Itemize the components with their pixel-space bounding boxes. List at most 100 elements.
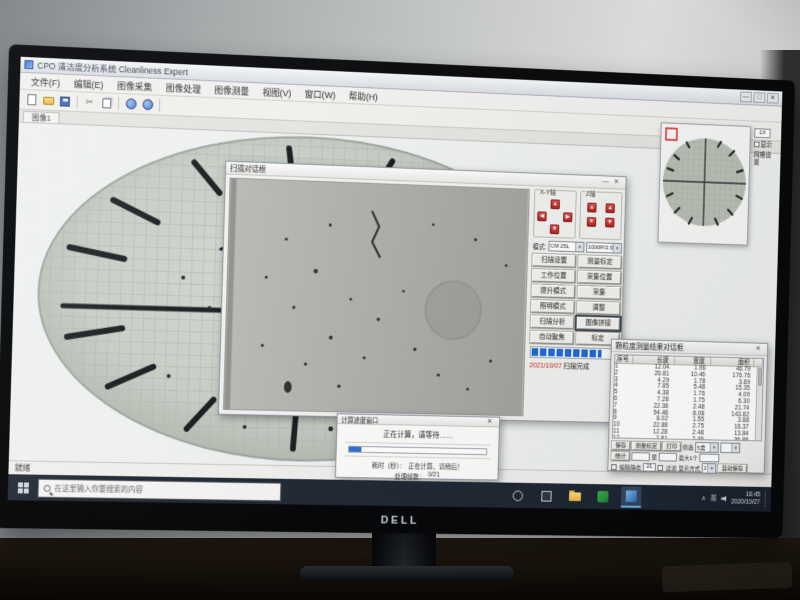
stage-left-button[interactable]: ◀ xyxy=(537,211,547,222)
adjust-button[interactable]: 调整 xyxy=(576,300,622,317)
new-file-icon[interactable] xyxy=(24,92,38,107)
print-button[interactable]: 打印 xyxy=(661,441,682,453)
app-icon xyxy=(24,59,34,70)
close-icon[interactable]: ✕ xyxy=(755,345,761,353)
edit-static-label: 编辑静态 xyxy=(619,465,642,472)
autofocus-button[interactable]: 自动聚焦 xyxy=(529,329,575,346)
start-button[interactable] xyxy=(8,474,39,500)
menu-capture[interactable]: 图像采集 xyxy=(116,80,153,92)
file-explorer-button[interactable] xyxy=(564,486,585,507)
ime-indicator[interactable]: 英 xyxy=(710,495,717,503)
close-icon[interactable]: ✕ xyxy=(486,417,493,425)
z-down-fast-button[interactable]: ▼ xyxy=(586,217,597,227)
filter-select-2[interactable] xyxy=(720,442,741,454)
taskbar-search-input[interactable]: 在这里输入你要搜索的内容 xyxy=(37,478,282,501)
range-to-field[interactable] xyxy=(658,452,678,462)
info-icon[interactable] xyxy=(140,97,154,111)
display-mode-select[interactable]: 2 xyxy=(701,463,717,474)
capture-button[interactable]: 采集 xyxy=(576,284,622,301)
minimap-grid-settings[interactable]: 网格设置 xyxy=(753,151,772,167)
max-field[interactable] xyxy=(699,453,720,463)
menu-window[interactable]: 窗口(W) xyxy=(304,88,336,100)
light-mode-button[interactable]: 照明模式 xyxy=(529,298,576,315)
range-from-field[interactable] xyxy=(631,452,650,462)
mode-label: 模式: xyxy=(532,243,547,251)
cortana-button[interactable] xyxy=(507,485,528,507)
tray-clock[interactable]: 16:45 2020/10/27 xyxy=(731,491,761,507)
active-app-button[interactable] xyxy=(620,486,642,508)
mode-select-1[interactable]: CM 25L xyxy=(548,240,585,253)
green-app-button[interactable] xyxy=(593,486,614,507)
menu-view[interactable]: 视图(V) xyxy=(262,86,292,99)
maximize-button[interactable]: □ xyxy=(753,92,766,104)
stage-right-button[interactable]: ▶ xyxy=(563,212,573,223)
z-down-button[interactable]: ▼ xyxy=(605,217,615,228)
filter2-label: 过滤 xyxy=(665,466,677,473)
menu-measure[interactable]: 图像测量 xyxy=(214,84,250,97)
menu-file[interactable]: 文件(F) xyxy=(30,76,61,88)
scan-progressbar xyxy=(529,346,620,360)
calc-dialog-title: 计算进度窗口 xyxy=(341,416,379,425)
image-stitch-button[interactable]: 图像拼接 xyxy=(574,314,622,333)
z-up-button[interactable]: ▲ xyxy=(605,203,615,214)
scan-settings-button[interactable]: 扫描设置 xyxy=(531,252,577,269)
autosave-button[interactable]: 自动保存 xyxy=(717,463,748,475)
tray-chevron-icon[interactable]: ∧ xyxy=(701,495,707,503)
mode-select-2[interactable]: 1000P/2.5X xyxy=(585,241,623,254)
search-icon xyxy=(43,484,51,492)
menu-help[interactable]: 帮助(H) xyxy=(348,90,378,102)
close-button[interactable]: ✕ xyxy=(766,92,779,104)
minimap-show-toggle[interactable]: 显示 xyxy=(754,141,776,149)
edit-static-field[interactable]: 21 xyxy=(642,462,656,472)
checkbox-icon[interactable] xyxy=(657,464,664,471)
menu-process[interactable]: 图像处理 xyxy=(165,82,201,95)
dell-monitor: CPO 清洁度分析系统 Cleanliness Expert — □ ✕ 文件(… xyxy=(0,44,796,539)
windows-logo-icon xyxy=(17,481,29,493)
show-desktop-button[interactable] xyxy=(764,490,768,508)
filter-select[interactable]: 5类 xyxy=(695,441,719,453)
calc-progressbar xyxy=(348,445,488,456)
image-tab[interactable]: 图像1 xyxy=(22,110,60,124)
results-table[interactable]: 序号 长度 宽度 面积 1 12.04 1.96 4 xyxy=(611,354,765,442)
status-text: 就绪 xyxy=(14,463,31,473)
minimize-icon[interactable]: — xyxy=(602,178,609,186)
save-button[interactable]: 保存 xyxy=(610,440,632,452)
copy-icon[interactable] xyxy=(99,96,113,110)
frames-label: 处理帧数： xyxy=(394,473,426,482)
close-icon[interactable]: ✕ xyxy=(613,178,620,186)
work-position-button[interactable]: 工作位置 xyxy=(530,267,577,284)
menu-edit[interactable]: 编辑(E) xyxy=(73,78,104,90)
task-view-button[interactable] xyxy=(536,485,557,507)
toolbar-separator xyxy=(158,98,161,112)
stage-down-button[interactable]: ▼ xyxy=(549,224,560,235)
lift-mode-button[interactable]: 提升模式 xyxy=(530,283,576,300)
scan-analyze-button[interactable]: 扫描分析 xyxy=(529,314,576,331)
max-label: 最大1个 xyxy=(678,455,699,463)
calibrate-button[interactable]: 测量标定 xyxy=(630,440,662,452)
folder-icon xyxy=(568,491,581,501)
minimap-side-controls: 1X 显示 网格设置 xyxy=(753,128,776,168)
table-scrollbar[interactable] xyxy=(754,367,764,441)
save-icon[interactable] xyxy=(58,94,72,109)
capture-position-button[interactable]: 采集位置 xyxy=(576,269,623,286)
open-folder-icon[interactable] xyxy=(41,93,55,108)
navigation-minimap-panel[interactable] xyxy=(657,122,752,246)
xy-axis-label: X-Y轴 xyxy=(538,186,557,197)
scan-dialog-title: 扫描对话框 xyxy=(229,163,267,174)
scan-preview-image xyxy=(222,177,530,417)
stage-up-button[interactable]: ▲ xyxy=(550,199,560,210)
task-view-icon xyxy=(540,490,552,502)
volume-icon[interactable] xyxy=(721,496,727,502)
stats-button[interactable]: 统计 xyxy=(610,450,631,462)
calc-message: 正在计算，请等待…… xyxy=(382,429,454,441)
measure-calibrate-button[interactable]: 测量标定 xyxy=(577,254,623,271)
cut-icon[interactable]: ✂ xyxy=(85,96,94,107)
z-up-fast-button[interactable]: ▲ xyxy=(587,202,597,213)
z-axis-group: Z轴 ▲ ▲ ▼ ▼ xyxy=(579,188,623,241)
checkbox-icon[interactable] xyxy=(611,463,617,470)
cortana-icon xyxy=(512,489,523,501)
zoom-in-icon[interactable] xyxy=(124,97,138,111)
minimize-button[interactable]: — xyxy=(740,91,752,103)
scan-status-text: 2021/10/07 扫描完成 xyxy=(529,361,618,373)
minimap-zoom-value[interactable]: 1X xyxy=(754,128,771,139)
